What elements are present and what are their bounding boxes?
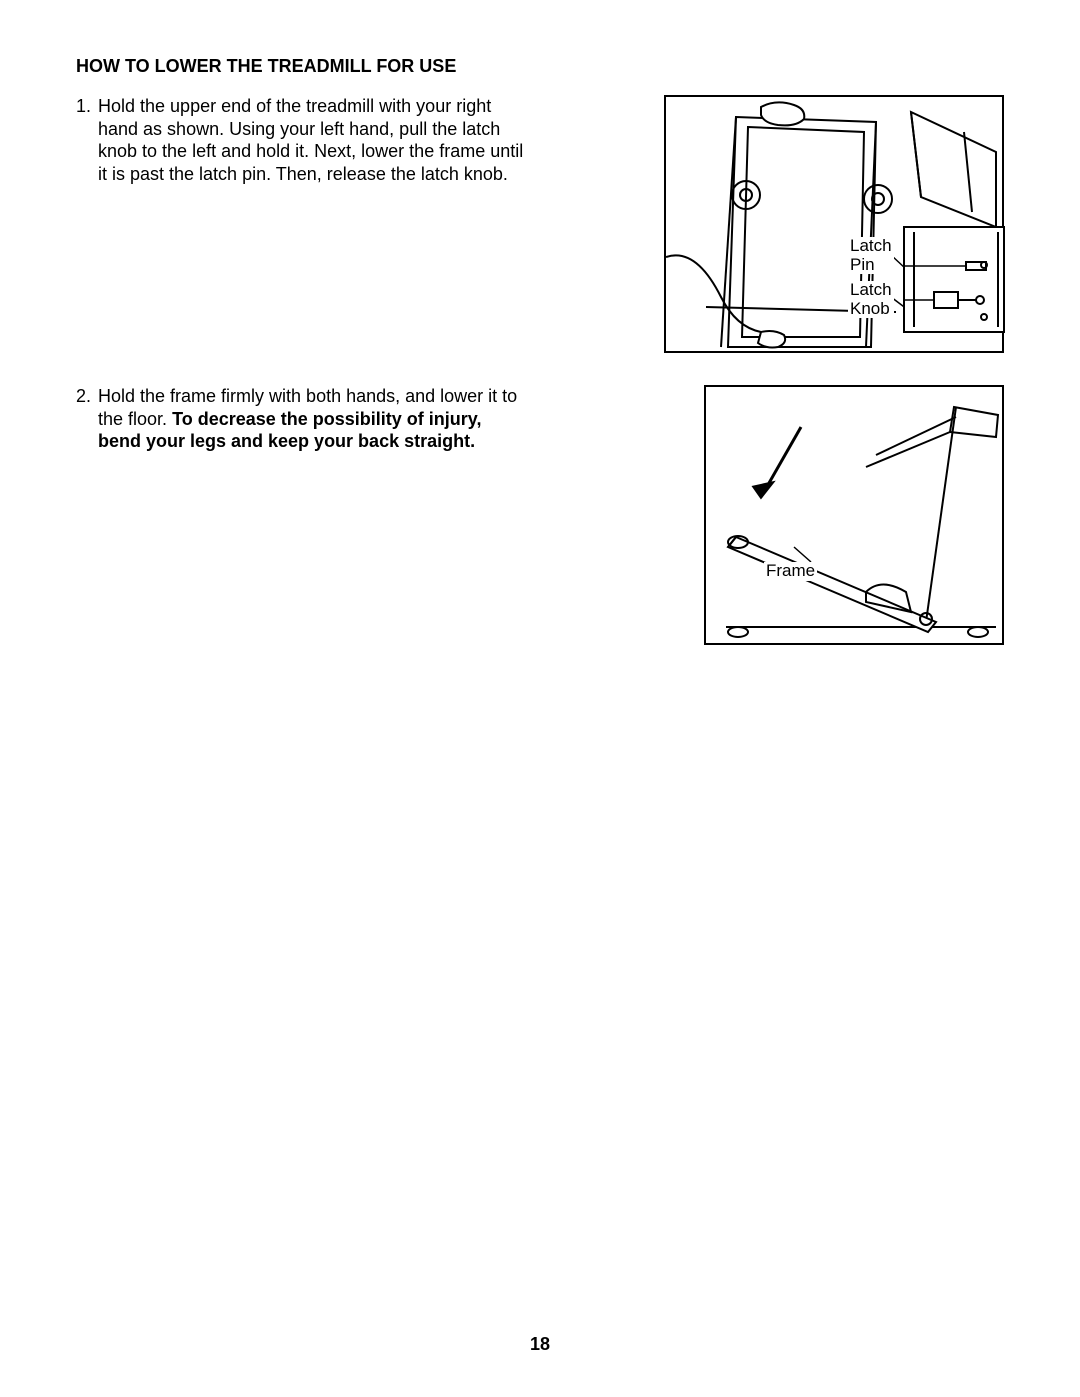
step-1: 1. Hold the upper end of the treadmill w… — [76, 95, 644, 185]
label-text: LatchPin — [850, 236, 892, 274]
diagram-col: LatchPin LatchKnob — [664, 95, 1004, 353]
diagram-col: Frame — [704, 385, 1004, 645]
step-row-2: 2. Hold the frame firmly with both hands… — [76, 385, 1004, 645]
step-text-col: 1. Hold the upper end of the treadmill w… — [76, 95, 664, 185]
diagram-2-svg — [706, 387, 1006, 647]
step-number: 1. — [76, 95, 98, 185]
manual-page: HOW TO LOWER THE TREADMILL FOR USE 1. Ho… — [0, 0, 1080, 1397]
diagram-1-svg — [666, 97, 1006, 355]
step-row-1: 1. Hold the upper end of the treadmill w… — [76, 95, 1004, 353]
diagram-1: LatchPin LatchKnob — [664, 95, 1004, 353]
step-body: Hold the frame firmly with both hands, a… — [98, 385, 528, 453]
label-text: LatchKnob — [850, 280, 892, 318]
step-body: Hold the upper end of the treadmill with… — [98, 95, 528, 185]
diagram-2: Frame — [704, 385, 1004, 645]
step-text-col: 2. Hold the frame firmly with both hands… — [76, 385, 704, 453]
step-text: Hold the upper end of the treadmill with… — [98, 96, 523, 184]
label-frame: Frame — [764, 562, 817, 581]
page-number: 18 — [0, 1334, 1080, 1355]
label-text: Frame — [766, 561, 815, 580]
label-latch-pin: LatchPin — [848, 237, 894, 274]
step-2: 2. Hold the frame firmly with both hands… — [76, 385, 684, 453]
page-title: HOW TO LOWER THE TREADMILL FOR USE — [76, 56, 1004, 77]
label-latch-knob: LatchKnob — [848, 281, 894, 318]
step-number: 2. — [76, 385, 98, 453]
